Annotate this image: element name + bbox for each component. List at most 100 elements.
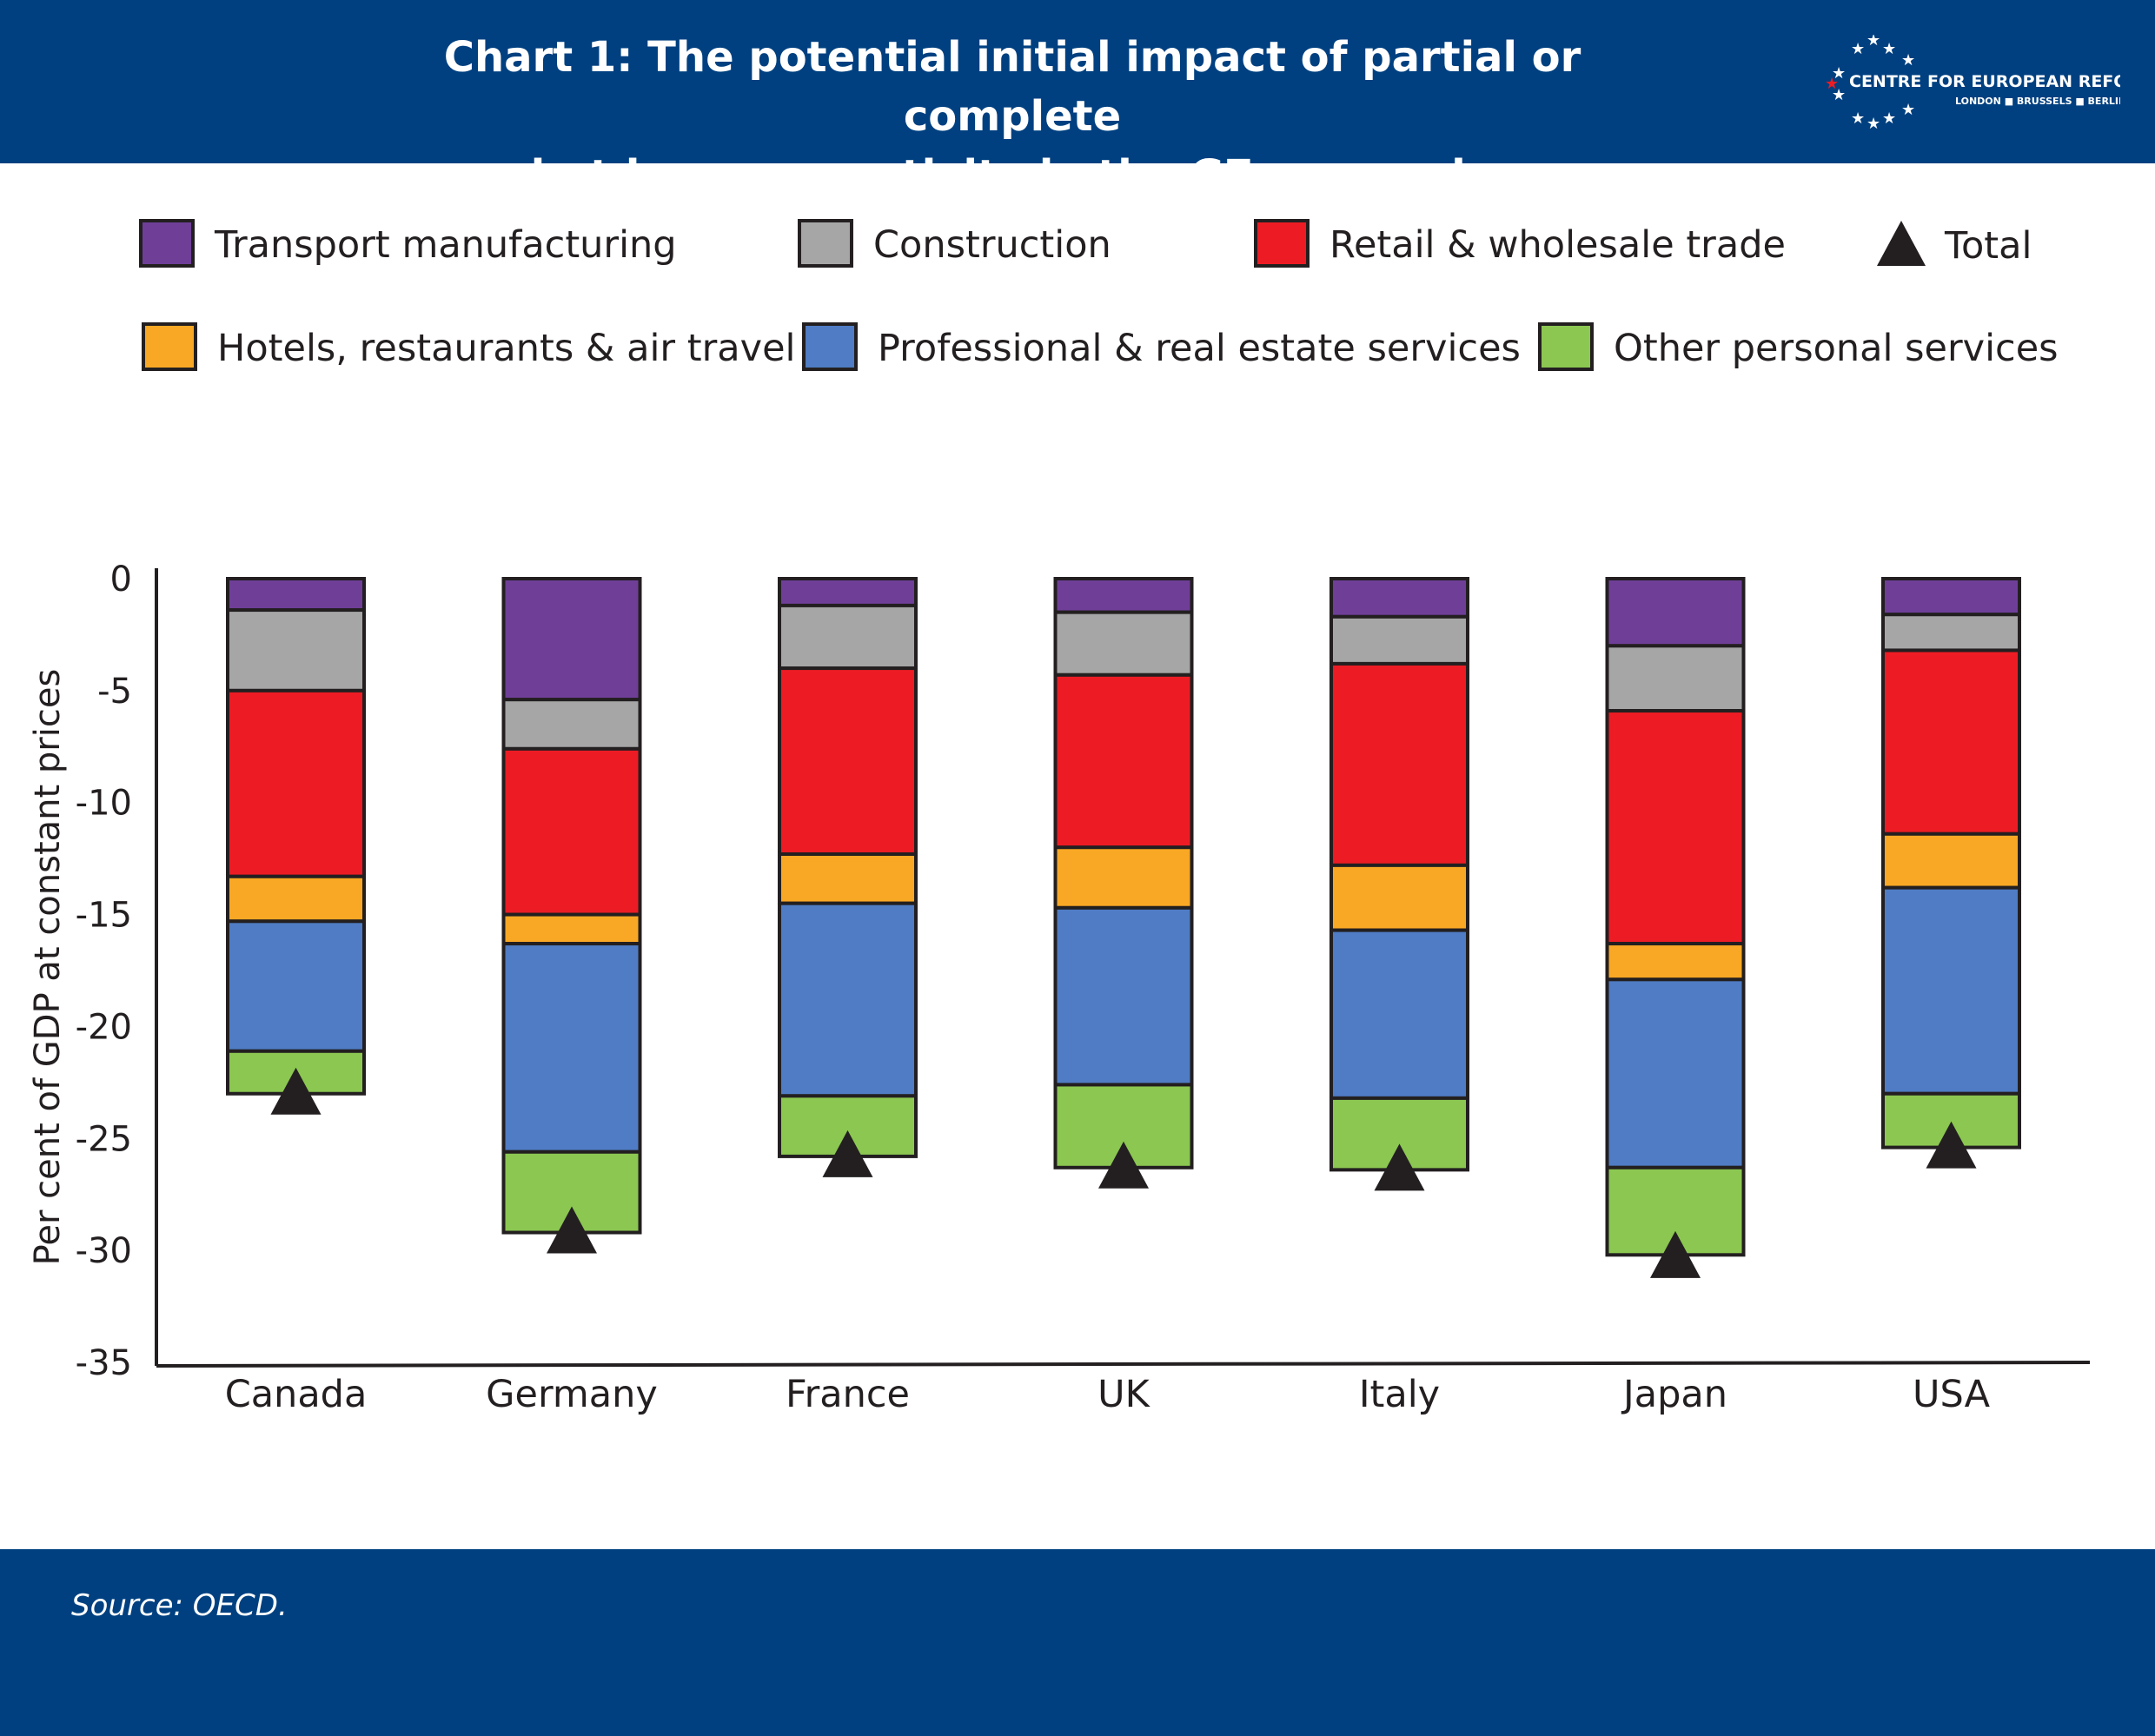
- total-marker-japan: [1650, 1230, 1701, 1278]
- bar-segment-hotels-restaurants-and-air-travel-italy: [1329, 863, 1469, 932]
- logo-subtitle: LONDON ■ BRUSSELS ■ BERLIN: [1955, 96, 2120, 107]
- bar-segment-construction-japan: [1605, 644, 1746, 713]
- legend-swatch-total: [1877, 221, 1926, 266]
- y-tick-label: -25: [76, 1119, 132, 1159]
- cer-logo: ★★★ ★★ ★★★ ★★ ★ CENTRE FOR EUROPEAN REFO…: [1825, 35, 2120, 130]
- bar-segment-professional-and-real-estate-services-france: [778, 901, 918, 1098]
- y-tick-label: -15: [76, 896, 132, 936]
- y-tick-labels: 0 -5 -10 -15 -20 -25 -30 -35: [76, 560, 132, 1383]
- chart-area: Transport manufacturing Construction Retai…: [28, 219, 2091, 1416]
- legend-item-hotels-restaurants-and-air-travel: Hotels, restaurants & air travel: [142, 322, 796, 371]
- bar-segment-transport-manufacturing-canada: [226, 577, 366, 613]
- legend-label-professional-and-real-estate-services: Professional & real estate services: [878, 327, 1521, 370]
- bar-segment-transport-manufacturing-uk: [1053, 577, 1194, 614]
- y-tick-label: 0: [110, 560, 132, 600]
- logo-red-star: ★: [1825, 75, 1839, 93]
- legend-item-other-personal-services: Other personal services: [1538, 322, 2059, 371]
- bar-segment-hotels-restaurants-and-air-travel-usa: [1881, 832, 2021, 890]
- bar-segment-transport-manufacturing-usa: [1881, 577, 2021, 617]
- svg-text:★: ★: [1851, 109, 1865, 128]
- legend-label-transport-manufacturing: Transport manufacturing: [214, 223, 677, 267]
- bar-segment-professional-and-real-estate-services-italy: [1329, 928, 1469, 1100]
- legend-swatch-hotels-restaurants-and-air-travel: [142, 322, 197, 371]
- svg-text:★: ★: [1832, 64, 1846, 83]
- y-tick-label: -30: [76, 1231, 132, 1271]
- total-markers: [270, 1067, 1977, 1278]
- bar-segment-hotels-restaurants-and-air-travel-japan: [1605, 942, 1746, 982]
- bar-segment-retail-and-wholesale-trade-italy: [1329, 661, 1469, 867]
- footer-banner: Source: OECD.: [0, 1549, 2155, 1736]
- bar-segment-construction-germany: [501, 698, 642, 751]
- header-banner: Chart 1: The potential initial impact of…: [0, 0, 2155, 200]
- chart-title-line-1: Chart 1: The potential initial impact of…: [443, 33, 1581, 141]
- bar-segment-retail-and-wholesale-trade-canada: [226, 688, 366, 878]
- legend-swatch-professional-and-real-estate-services: [802, 322, 858, 371]
- legend-swatch-other-personal-services: [1538, 322, 1594, 371]
- category-label-france: France: [786, 1373, 910, 1416]
- svg-text:★: ★: [1832, 86, 1846, 104]
- legend-label-other-personal-services: Other personal services: [1614, 327, 2059, 370]
- category-label-uk: UK: [1097, 1373, 1150, 1416]
- bar-segment-professional-and-real-estate-services-japan: [1605, 977, 1746, 1169]
- legend-label-total: Total: [1944, 224, 2032, 268]
- bar-segment-hotels-restaurants-and-air-travel-germany: [501, 912, 642, 946]
- bar-segment-retail-and-wholesale-trade-japan: [1605, 709, 1746, 946]
- legend-item-total: Total: [1877, 221, 2032, 268]
- bar-segment-professional-and-real-estate-services-usa: [1881, 885, 2021, 1096]
- y-tick-label: -20: [76, 1007, 132, 1047]
- bar-segment-professional-and-real-estate-services-germany: [501, 942, 642, 1154]
- total-marker-germany: [547, 1206, 597, 1254]
- bar-segment-construction-france: [778, 603, 918, 671]
- svg-text:★: ★: [1851, 40, 1865, 58]
- svg-text:★: ★: [1901, 51, 1915, 70]
- bar-segment-transport-manufacturing-japan: [1605, 577, 1746, 648]
- category-label-usa: USA: [1913, 1373, 1991, 1416]
- bar-segment-transport-manufacturing-italy: [1329, 577, 1469, 619]
- bar-segment-professional-and-real-estate-services-canada: [226, 919, 366, 1053]
- y-tick-label: -5: [97, 672, 132, 712]
- bar-segment-hotels-restaurants-and-air-travel-canada: [226, 874, 366, 924]
- bar-segment-hotels-restaurants-and-air-travel-france: [778, 851, 918, 905]
- bar-segment-retail-and-wholesale-trade-france: [778, 666, 918, 856]
- total-marker-usa: [1926, 1121, 1977, 1169]
- category-labels: Canada Germany France UK Italy Japan USA: [225, 1373, 1991, 1416]
- total-marker-canada: [270, 1067, 322, 1115]
- svg-text:★: ★: [1882, 109, 1896, 128]
- bar-segment-construction-canada: [226, 608, 366, 692]
- legend-swatch-transport-manufacturing: [139, 219, 195, 268]
- bar-segment-retail-and-wholesale-trade-usa: [1881, 648, 2021, 836]
- legend-label-construction: Construction: [873, 223, 1111, 267]
- bar-segment-construction-uk: [1053, 610, 1194, 677]
- legend-label-hotels-restaurants-and-air-travel: Hotels, restaurants & air travel: [217, 327, 796, 370]
- y-axis-title: Per cent of GDP at constant prices: [28, 669, 68, 1266]
- bar-segment-construction-usa: [1881, 613, 2021, 653]
- legend-item-professional-and-real-estate-services: Professional & real estate services: [802, 322, 1521, 371]
- total-marker-italy: [1374, 1143, 1425, 1191]
- legend: Transport manufacturing Construction Retai…: [139, 219, 2059, 371]
- svg-text:★: ★: [1867, 115, 1880, 130]
- bar-segment-hotels-restaurants-and-air-travel-uk: [1053, 845, 1194, 910]
- legend-label-retail-and-wholesale-trade: Retail & wholesale trade: [1329, 223, 1786, 267]
- bar-segment-transport-manufacturing-france: [778, 577, 918, 607]
- legend-item-retail-and-wholesale-trade: Retail & wholesale trade: [1254, 219, 1786, 268]
- total-marker-uk: [1098, 1141, 1149, 1189]
- logo-star-ring: ★ ★ ★ ★★ ★ ★ ★ ★★: [1832, 35, 1915, 130]
- chart-title: Chart 1: The potential initial impact of…: [348, 28, 1677, 205]
- category-label-italy: Italy: [1359, 1373, 1440, 1416]
- source-note: Source: OECD.: [71, 1588, 288, 1623]
- logo-name: CENTRE FOR EUROPEAN REFORM: [1849, 72, 2120, 91]
- category-label-japan: Japan: [1621, 1373, 1727, 1416]
- legend-item-construction: Construction: [798, 219, 1111, 268]
- category-label-germany: Germany: [486, 1373, 658, 1416]
- bar-segment-professional-and-real-estate-services-uk: [1053, 905, 1194, 1087]
- y-tick-label: -35: [76, 1343, 132, 1383]
- total-marker-france: [822, 1130, 873, 1177]
- svg-text:★: ★: [1901, 101, 1915, 119]
- bar-segment-retail-and-wholesale-trade-uk: [1053, 673, 1194, 850]
- bar-segment-retail-and-wholesale-trade-germany: [501, 746, 642, 917]
- bar-segment-construction-italy: [1329, 614, 1469, 666]
- bar-segment-other-personal-services-japan: [1605, 1165, 1746, 1257]
- legend-swatch-retail-and-wholesale-trade: [1254, 219, 1310, 268]
- y-tick-label: -10: [76, 784, 132, 824]
- stacked-bars: [226, 577, 2021, 1257]
